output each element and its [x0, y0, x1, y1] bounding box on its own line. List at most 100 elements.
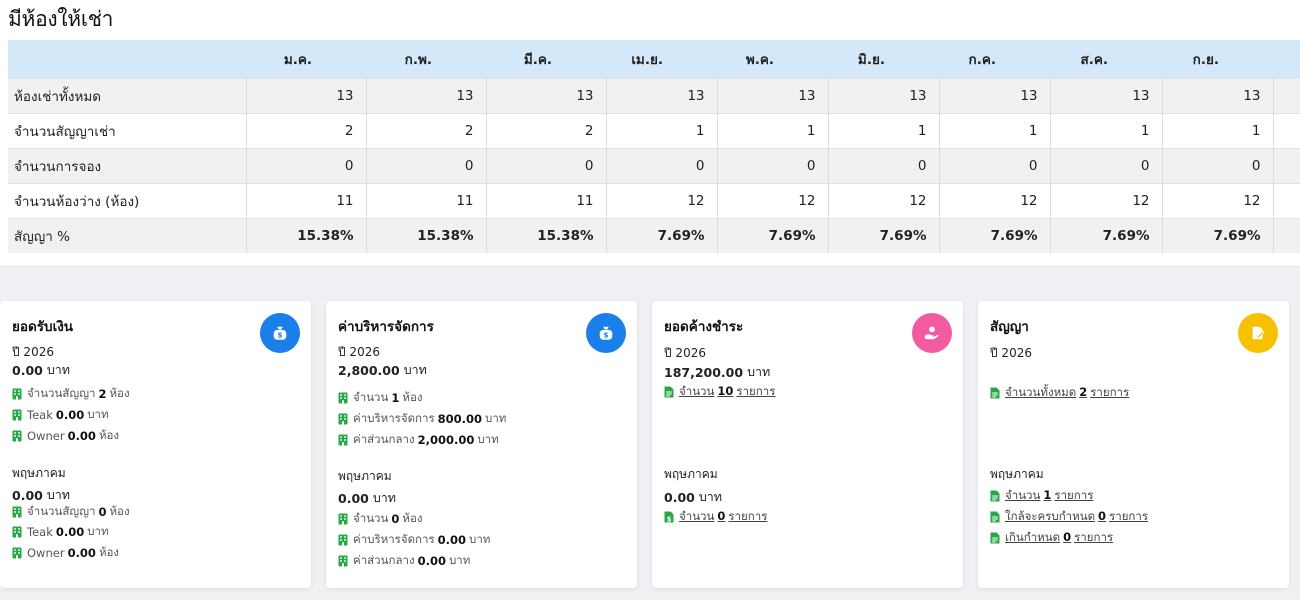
building-icon — [338, 513, 348, 525]
svg-text:$: $ — [603, 330, 608, 339]
building-icon — [338, 555, 348, 567]
table-row: จำนวนสัญญาเช่า 2 2 2 1 1 1 1 1 1 — [8, 112, 1300, 148]
month-header: พ.ค. — [717, 40, 828, 78]
year-amount: 0.00 บาท — [12, 362, 71, 378]
table-cell: 12 — [939, 182, 1051, 218]
building-icon — [12, 430, 22, 442]
page-title: มีห้องให้เช่า — [8, 7, 114, 31]
table-cell: 0 — [828, 147, 940, 183]
table-row: จำนวนห้องว่าง (ห้อง) 11 11 11 12 12 12 12 12 12 — [8, 182, 1300, 218]
table-cell: 13 — [1162, 77, 1274, 113]
row-label: ห้องเช่าทั้งหมด — [8, 77, 247, 113]
overflow-cell — [1273, 147, 1300, 183]
detail-line: Owner 0.00 ห้อง — [12, 427, 119, 445]
table-cell: 13 — [366, 77, 487, 113]
detail-line: จำนวนสัญญา 0 ห้อง — [12, 503, 130, 521]
outstanding-month-link[interactable]: $ จำนวน 0 รายการ — [664, 508, 767, 526]
table-cell: 12 — [606, 182, 718, 218]
month-label: พฤษภาคม — [664, 467, 718, 481]
table-cell: 15.38% — [246, 217, 367, 253]
file-dollar-icon: $ — [664, 511, 674, 523]
table-cell: 12 — [1050, 182, 1163, 218]
contract-near-due-link[interactable]: ใกล้จะครบกำหนด 0 รายการ — [990, 508, 1148, 526]
table-cell: 13 — [486, 77, 607, 113]
table-cell: 1 — [1162, 112, 1274, 148]
rooms-summary-panel: มีห้องให้เช่า ม.ค. ก.พ. มี.ค. เม.ย. พ.ค.… — [0, 0, 1300, 267]
table-cell: 1 — [939, 112, 1051, 148]
table-cell: 11 — [366, 182, 487, 218]
card-title: สัญญา — [990, 319, 1029, 335]
month-header: มี.ค. — [486, 40, 606, 78]
building-icon — [338, 534, 348, 546]
detail-line: Teak 0.00 บาท — [12, 406, 109, 424]
year-amount: 187,200.00 บาท — [664, 364, 771, 380]
management-fee-card: ค่าบริหารจัดการ $ ปี 2026 2,800.00 บาท จำ… — [326, 301, 637, 588]
row-label: จำนวนสัญญาเช่า — [8, 112, 247, 148]
month-header: ก.พ. — [366, 40, 486, 78]
table-header-row: ม.ค. ก.พ. มี.ค. เม.ย. พ.ค. มิ.ย. ก.ค. ส.… — [8, 40, 1300, 78]
contract-month-link[interactable]: จำนวน 1 รายการ — [990, 487, 1093, 505]
table-cell: 7.69% — [606, 217, 718, 253]
table-cell: 1 — [717, 112, 829, 148]
table-cell: 7.69% — [1162, 217, 1274, 253]
overflow-cell — [1273, 217, 1300, 253]
contract-total-link[interactable]: จำนวนทั้งหมด 2 รายการ — [990, 384, 1129, 402]
building-icon — [12, 506, 22, 518]
table-cell: 7.69% — [939, 217, 1051, 253]
month-label: พฤษภาคม — [12, 466, 66, 480]
table-cell: 12 — [1162, 182, 1274, 218]
table-cell: 15.38% — [486, 217, 607, 253]
building-icon — [12, 547, 22, 559]
detail-line: Teak 0.00 บาท — [12, 523, 109, 541]
building-icon — [12, 409, 22, 421]
detail-line: จำนวน 0 ห้อง — [338, 510, 423, 528]
table-cell: 0 — [1050, 147, 1163, 183]
table-cell: 2 — [486, 112, 607, 148]
contract-card: สัญญา ปี 2026 จำนวนทั้งหมด 2 รายการ พฤษภาค… — [978, 301, 1289, 588]
file-icon — [990, 387, 1000, 399]
table-cell: 1 — [1050, 112, 1163, 148]
year-label: ปี 2026 — [990, 346, 1032, 360]
month-header: มิ.ย. — [828, 40, 939, 78]
month-header: ก.ค. — [939, 40, 1050, 78]
table-cell: 13 — [246, 77, 367, 113]
overflow-cell — [1273, 112, 1300, 148]
file-icon — [990, 532, 1000, 544]
table-cell: 12 — [717, 182, 829, 218]
table-cell: 13 — [1050, 77, 1163, 113]
detail-line: ค่าส่วนกลาง 2,000.00 บาท — [338, 431, 499, 449]
income-card: ยอดรับเงิน $ ปี 2026 0.00 บาท จำนวนสัญญา 2… — [0, 301, 311, 588]
year-label: ปี 2026 — [664, 346, 706, 360]
month-header: ก.ย. — [1162, 40, 1273, 78]
table-cell: 1 — [606, 112, 718, 148]
card-title: ยอดค้างชำระ — [664, 319, 744, 335]
table-cell: 11 — [246, 182, 367, 218]
money-bag-icon: $ — [586, 313, 626, 353]
table-cell: 13 — [828, 77, 940, 113]
table-row: สัญญา % 15.38% 15.38% 15.38% 7.69% 7.69% 7.69%… — [8, 217, 1300, 253]
overflow-cell — [1273, 182, 1300, 218]
building-icon — [338, 434, 348, 446]
overflow-cell — [1273, 77, 1300, 113]
file-icon — [990, 490, 1000, 502]
table-cell: 13 — [606, 77, 718, 113]
header-corner — [8, 40, 246, 78]
month-header: ส.ค. — [1050, 40, 1162, 78]
hand-coin-icon — [912, 313, 952, 353]
detail-line: Owner 0.00 ห้อง — [12, 544, 119, 562]
detail-line: จำนวนสัญญา 2 ห้อง — [12, 385, 130, 403]
detail-line: ค่าบริหารจัดการ 0.00 บาท — [338, 531, 490, 549]
table-cell: 1 — [828, 112, 940, 148]
table-cell: 0 — [1162, 147, 1274, 183]
month-label: พฤษภาคม — [338, 469, 392, 483]
table-cell: 0 — [939, 147, 1051, 183]
header-overflow — [1273, 40, 1300, 78]
detail-line: ค่าบริหารจัดการ 800.00 บาท — [338, 410, 506, 428]
table-cell: 13 — [939, 77, 1051, 113]
building-icon — [12, 526, 22, 538]
table-cell: 2 — [366, 112, 487, 148]
svg-text:$: $ — [667, 515, 672, 523]
contract-overdue-link[interactable]: เกินกำหนด 0 รายการ — [990, 529, 1113, 547]
row-label: จำนวนห้องว่าง (ห้อง) — [8, 182, 247, 218]
outstanding-year-link[interactable]: จำนวน 10 รายการ — [664, 383, 775, 401]
